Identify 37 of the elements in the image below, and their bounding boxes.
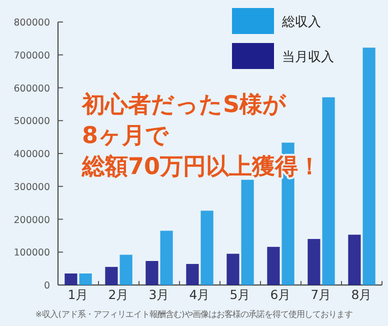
y-tick-label: 100000 (14, 248, 50, 259)
x-tick-label: 2月 (108, 287, 130, 302)
y-tick-label: 700000 (14, 50, 50, 62)
text: ※収入(アド系・アフィリエイト報酬含む)や画像はお客様の承諾を得て使用しております (35, 309, 353, 319)
x-tick-label: 3月 (148, 287, 170, 302)
x-tick-label: 4月 (189, 287, 210, 302)
legend-label: 総収入 (281, 15, 321, 30)
x-tick-label: 5月 (230, 287, 251, 302)
x-tick-label: 7月 (310, 287, 332, 302)
bar (362, 48, 376, 285)
text: 8ヶ月で (82, 123, 170, 149)
bar (79, 273, 92, 285)
bar (322, 97, 335, 285)
x-tick-label: 1月 (68, 287, 89, 302)
bar (120, 254, 132, 285)
y-tick-label: 0 (44, 280, 50, 292)
bar (267, 246, 280, 285)
bar (308, 238, 320, 285)
x-tick-label: 6月 (270, 287, 292, 302)
y-tick-label: 800000 (14, 18, 50, 28)
bar (64, 273, 78, 285)
y-tick-label: 200000 (14, 214, 50, 226)
legend-label: 当月収入 (282, 50, 334, 65)
y-tick-label: 400000 (14, 149, 50, 160)
x-tick-label: 8月 (351, 287, 372, 302)
bar (200, 210, 214, 285)
bar (160, 230, 173, 285)
y-tick-label: 300000 (14, 182, 50, 193)
bar (146, 261, 158, 285)
bar (226, 254, 240, 285)
bar (348, 234, 361, 285)
bar (105, 266, 118, 285)
bar (186, 264, 199, 285)
bar (241, 180, 254, 285)
y-tick-label: 600000 (14, 83, 50, 94)
y-tick-label: 500000 (14, 116, 50, 128)
text: 初心者だったS様が (81, 91, 287, 118)
